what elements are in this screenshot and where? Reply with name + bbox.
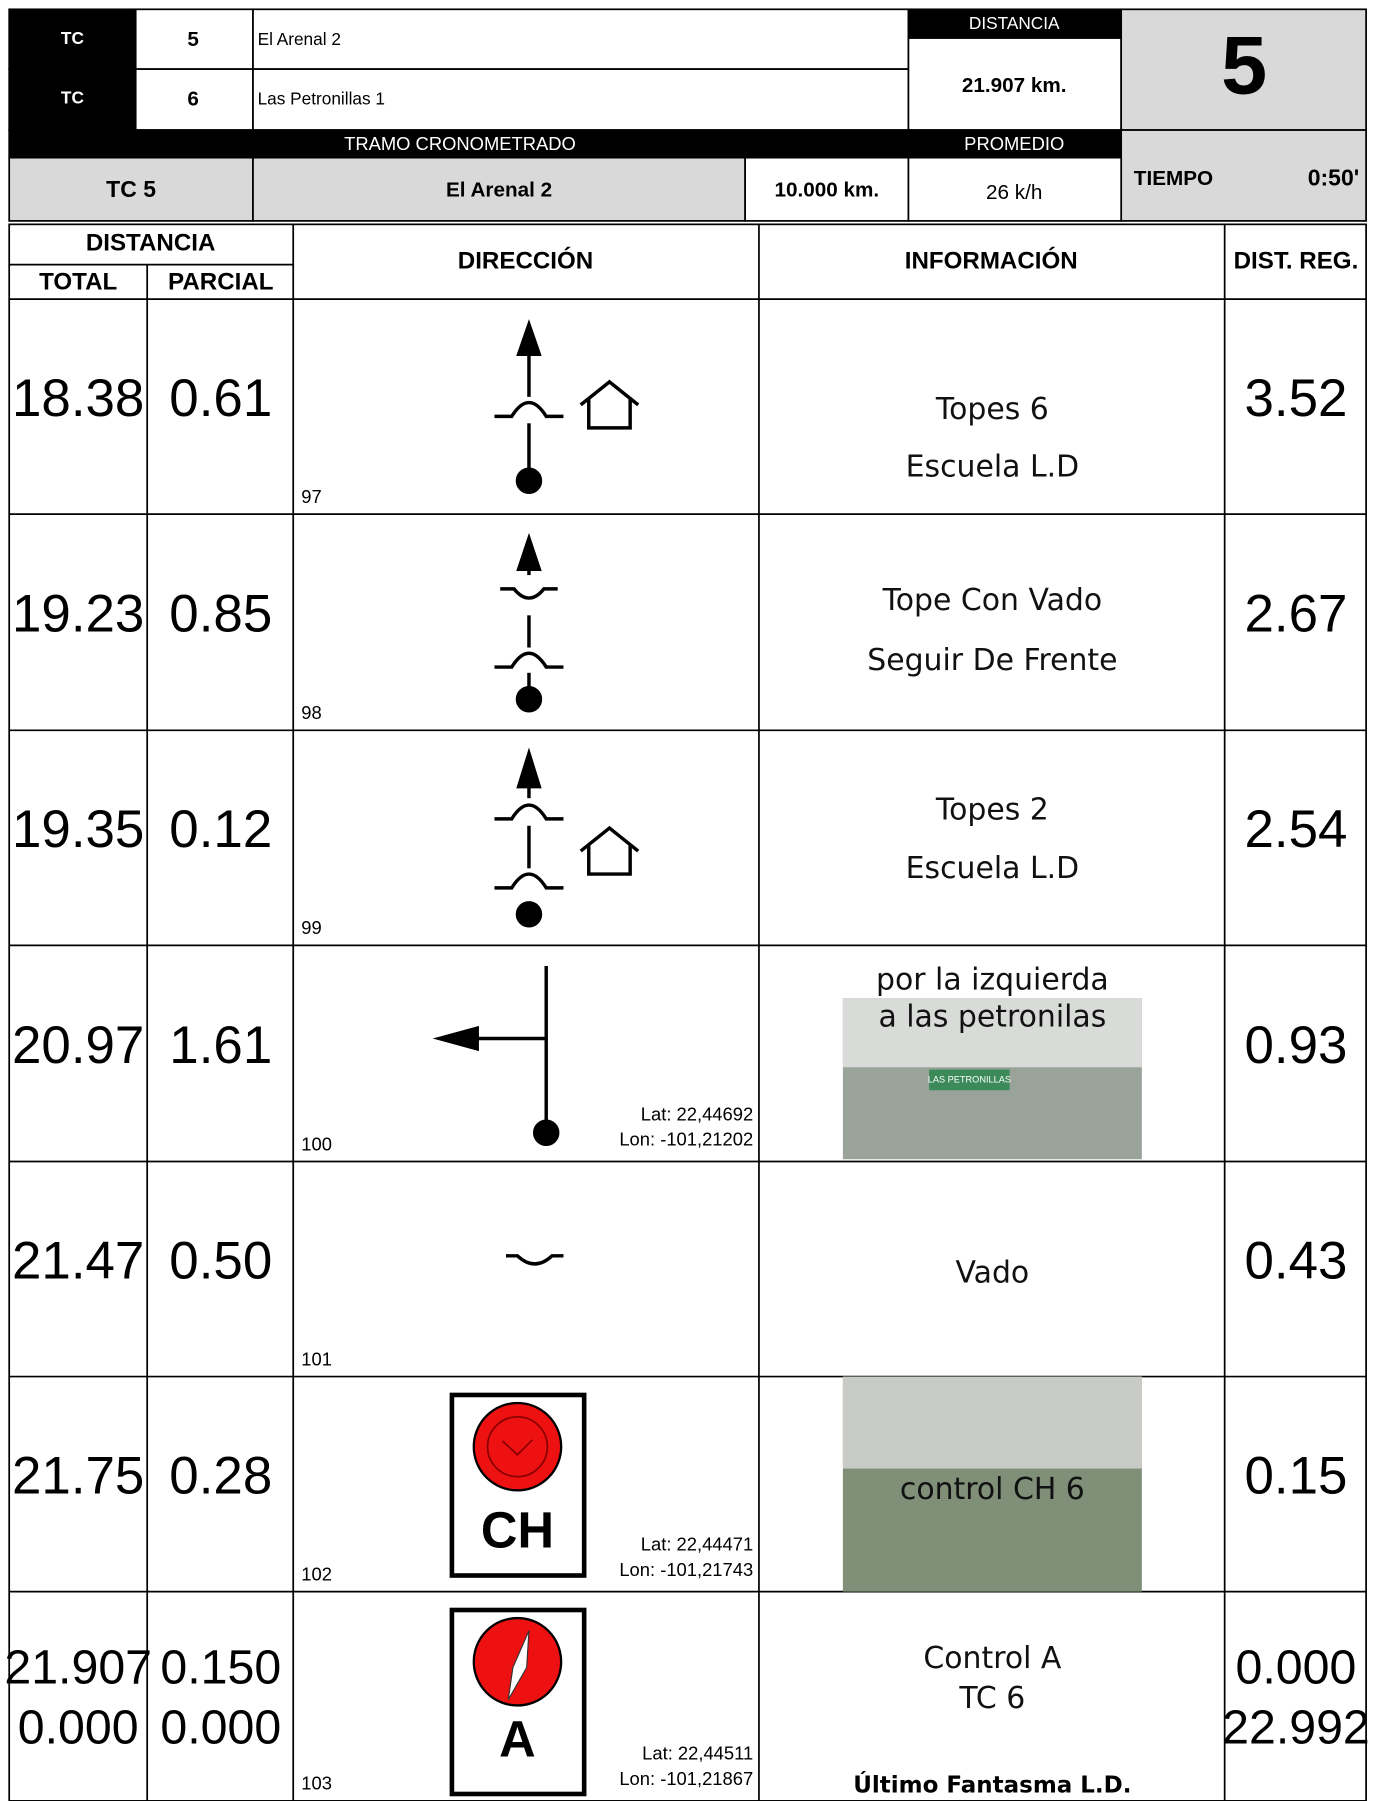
section-distance: 10.000 km. xyxy=(774,178,879,201)
info-text: a las petronilas xyxy=(878,999,1106,1034)
distance-total: 0.000 xyxy=(18,1700,139,1754)
column-header: PARCIAL xyxy=(168,268,273,295)
distance-total: 21.75 xyxy=(12,1446,144,1505)
coordinate: Lat: 22,44692 xyxy=(641,1103,753,1124)
distance-partial: 1.61 xyxy=(169,1016,272,1075)
distance-total: 21.47 xyxy=(12,1231,144,1290)
distance-total: 19.35 xyxy=(12,800,144,859)
info-text: Vado xyxy=(956,1256,1030,1291)
section-label: TRAMO CRONOMETRADO xyxy=(344,133,576,154)
icon-label: CH xyxy=(481,1501,554,1558)
distance-partial: 0.61 xyxy=(169,369,272,428)
info-text: TC 6 xyxy=(958,1681,1025,1716)
stage-label: TC xyxy=(61,88,84,108)
coordinate: Lon: -101,21867 xyxy=(619,1768,753,1789)
distance-total: 21.907 xyxy=(4,1641,152,1695)
row-number: 103 xyxy=(301,1773,332,1794)
row-number: 97 xyxy=(301,486,321,507)
table-grid xyxy=(8,223,1367,1801)
distance-reg: 3.52 xyxy=(1244,369,1347,428)
section-name: El Arenal 2 xyxy=(446,178,552,201)
distance-reg: 0.000 xyxy=(1236,1641,1357,1695)
row-number: 102 xyxy=(301,1563,332,1584)
coordinate: Lat: 22,44471 xyxy=(641,1533,753,1554)
icon-a xyxy=(449,1607,587,1797)
stage-number: 5 xyxy=(187,28,199,51)
info-text: por la izquierda xyxy=(876,962,1109,997)
column-header: DISTANCIA xyxy=(86,229,216,256)
average-label: PROMEDIO xyxy=(964,133,1064,154)
info-text: Topes 6 xyxy=(935,392,1049,427)
stage-name: El Arenal 2 xyxy=(258,29,341,49)
info-text: Topes 2 xyxy=(935,792,1049,827)
distance-total: 19.23 xyxy=(12,585,144,644)
icon-topes xyxy=(494,319,640,495)
info-text: Tope Con Vado xyxy=(882,583,1103,618)
column-header: INFORMACIÓN xyxy=(905,247,1078,275)
photo-sky xyxy=(842,1376,1142,1469)
row-number: 101 xyxy=(301,1348,332,1369)
info-text: Control A xyxy=(923,1641,1061,1676)
distance-partial: 0.28 xyxy=(169,1446,272,1505)
distance: 21.907 km. xyxy=(962,74,1067,97)
coordinate: Lon: -101,21202 xyxy=(619,1129,753,1150)
direction-icons xyxy=(432,319,640,1797)
section-id: TC 5 xyxy=(106,176,156,202)
distance-total: 18.38 xyxy=(12,369,144,428)
column-header: TOTAL xyxy=(39,268,117,295)
stage-name: Las Petronillas 1 xyxy=(258,89,385,109)
header-frame xyxy=(8,8,1367,222)
distance-partial: 0.12 xyxy=(169,800,272,859)
row-number: 98 xyxy=(301,702,321,723)
distance-reg: 0.15 xyxy=(1244,1446,1347,1505)
icon-tope-vado xyxy=(494,532,564,713)
info-text: Seguir De Frente xyxy=(867,643,1117,678)
big-number: 5 xyxy=(1221,18,1267,111)
average: 26 k/h xyxy=(986,181,1042,204)
icon-topes-2 xyxy=(494,747,640,928)
coordinate: Lon: -101,21743 xyxy=(619,1559,753,1580)
time-label: TIEMPO xyxy=(1134,167,1213,190)
photos xyxy=(842,998,1142,1592)
sign xyxy=(929,1069,1010,1091)
icon-turn-left xyxy=(432,966,560,1147)
distance-partial: 0.85 xyxy=(169,585,272,644)
column-headers: DISTANCIA TOTAL PARCIAL DIRECCIÓN INFORM… xyxy=(39,229,1358,295)
header-text: TC 5 El Arenal 2 TC 6 Las Petronillas 1 … xyxy=(61,13,1359,204)
info-text: Escuela L.D xyxy=(906,851,1079,886)
distance-partial: 0.150 xyxy=(160,1641,281,1695)
column-header: DIRECCIÓN xyxy=(458,247,593,275)
column-header: DIST. REG. xyxy=(1234,248,1359,275)
row-number: 99 xyxy=(301,917,321,938)
row-number: 100 xyxy=(301,1133,332,1154)
distance-total: 20.97 xyxy=(12,1016,144,1075)
distance-reg: 0.93 xyxy=(1244,1016,1347,1075)
rows: 18.38 0.61 3.52 97 Topes 6 Escuela L.D 19.23 0.… xyxy=(4,369,1369,1798)
icon-label: A xyxy=(499,1711,536,1768)
distance-reg: 0.43 xyxy=(1244,1231,1347,1290)
distance-reg: 22.992 xyxy=(1222,1700,1370,1754)
icon-vado xyxy=(505,1254,564,1266)
info-text: control CH 6 xyxy=(900,1472,1085,1507)
icon-ch xyxy=(449,1392,587,1578)
photo-sky xyxy=(842,998,1142,1068)
distance-partial: 0.50 xyxy=(169,1231,272,1290)
coordinate: Lat: 22,44511 xyxy=(642,1743,753,1764)
distance-label: DISTANCIA xyxy=(969,13,1060,33)
stage-number: 6 xyxy=(187,88,199,111)
time: 0:50' xyxy=(1308,165,1359,191)
sign-text: LAS PETRONILLAS xyxy=(928,1074,1011,1084)
distance-partial: 0.000 xyxy=(160,1700,281,1754)
distance-reg: 2.67 xyxy=(1244,585,1347,644)
distance-reg: 2.54 xyxy=(1244,800,1347,859)
info-note: Último Fantasma L.D. xyxy=(853,1770,1131,1798)
stage-label: TC xyxy=(61,28,84,48)
info-text: Escuela L.D xyxy=(906,450,1079,485)
